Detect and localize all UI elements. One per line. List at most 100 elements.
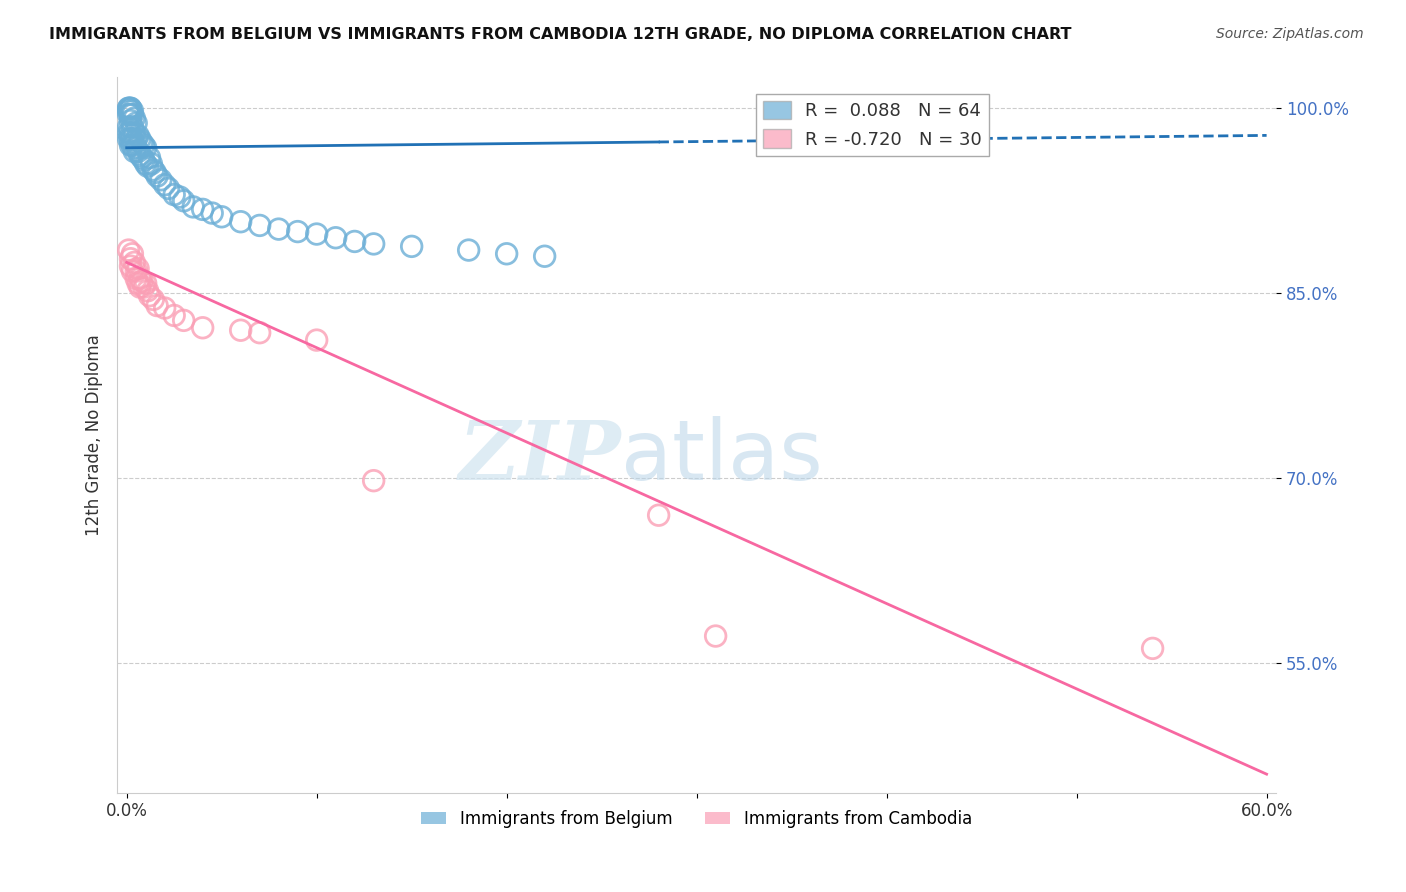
- Point: [211, 210, 233, 224]
- Text: IMMIGRANTS FROM BELGIUM VS IMMIGRANTS FROM CAMBODIA 12TH GRADE, NO DIPLOMA CORRE: IMMIGRANTS FROM BELGIUM VS IMMIGRANTS FR…: [49, 27, 1071, 42]
- Point: [120, 138, 142, 153]
- Point: [127, 128, 149, 143]
- Point: [131, 151, 153, 165]
- Point: [149, 173, 172, 187]
- Point: [120, 132, 142, 146]
- Point: [120, 101, 142, 115]
- Point: [163, 187, 186, 202]
- Point: [129, 132, 152, 146]
- Point: [117, 120, 139, 134]
- Point: [135, 157, 157, 171]
- Point: [287, 225, 309, 239]
- Point: [121, 103, 143, 118]
- Point: [343, 235, 366, 249]
- Point: [125, 132, 148, 146]
- Point: [153, 301, 176, 315]
- Point: [125, 141, 148, 155]
- Text: Source: ZipAtlas.com: Source: ZipAtlas.com: [1216, 27, 1364, 41]
- Point: [124, 111, 146, 125]
- Point: [141, 157, 163, 171]
- Point: [121, 247, 143, 261]
- Point: [142, 293, 165, 307]
- Point: [138, 151, 160, 165]
- Point: [173, 313, 195, 327]
- Point: [117, 126, 139, 140]
- Point: [146, 169, 169, 183]
- Point: [363, 236, 385, 251]
- Point: [127, 277, 149, 291]
- Point: [124, 136, 146, 150]
- Point: [457, 243, 479, 257]
- Point: [181, 200, 204, 214]
- Point: [135, 277, 157, 291]
- Point: [117, 132, 139, 146]
- Point: [117, 103, 139, 118]
- Point: [121, 138, 143, 153]
- Point: [704, 629, 727, 643]
- Point: [129, 280, 152, 294]
- Point: [127, 145, 149, 159]
- Point: [124, 145, 146, 159]
- Point: [495, 247, 517, 261]
- Point: [1142, 641, 1164, 656]
- Point: [121, 132, 143, 146]
- Point: [136, 159, 159, 173]
- Point: [129, 148, 152, 162]
- Point: [132, 138, 155, 153]
- Point: [131, 136, 153, 150]
- Text: ZIP: ZIP: [458, 417, 621, 497]
- Point: [143, 165, 166, 179]
- Point: [363, 474, 385, 488]
- Point: [124, 126, 146, 140]
- Point: [229, 215, 252, 229]
- Point: [157, 181, 180, 195]
- Point: [125, 271, 148, 285]
- Legend: Immigrants from Belgium, Immigrants from Cambodia: Immigrants from Belgium, Immigrants from…: [415, 803, 979, 834]
- Point: [121, 120, 143, 134]
- Point: [132, 153, 155, 167]
- Point: [267, 222, 290, 236]
- Point: [120, 107, 142, 121]
- Point: [142, 162, 165, 177]
- Point: [120, 126, 142, 140]
- Point: [169, 190, 191, 204]
- Point: [120, 259, 142, 273]
- Point: [163, 309, 186, 323]
- Y-axis label: 12th Grade, No Diploma: 12th Grade, No Diploma: [86, 334, 103, 536]
- Point: [249, 219, 271, 233]
- Point: [120, 252, 142, 266]
- Point: [121, 264, 143, 278]
- Point: [647, 508, 669, 523]
- Point: [124, 255, 146, 269]
- Point: [138, 289, 160, 303]
- Point: [117, 101, 139, 115]
- Point: [117, 101, 139, 115]
- Point: [129, 271, 152, 285]
- Point: [305, 227, 328, 241]
- Point: [135, 141, 157, 155]
- Point: [325, 231, 347, 245]
- Point: [191, 202, 214, 217]
- Point: [125, 264, 148, 278]
- Point: [191, 320, 214, 334]
- Point: [121, 107, 143, 121]
- Point: [146, 299, 169, 313]
- Text: atlas: atlas: [621, 416, 823, 497]
- Point: [249, 326, 271, 340]
- Point: [132, 280, 155, 294]
- Point: [229, 323, 252, 337]
- Point: [305, 333, 328, 347]
- Point: [201, 206, 224, 220]
- Point: [120, 101, 142, 115]
- Point: [117, 107, 139, 121]
- Point: [117, 243, 139, 257]
- Point: [533, 249, 555, 263]
- Point: [401, 239, 423, 253]
- Point: [127, 261, 149, 276]
- Point: [120, 113, 142, 128]
- Point: [125, 116, 148, 130]
- Point: [136, 284, 159, 298]
- Point: [153, 178, 176, 192]
- Point: [131, 274, 153, 288]
- Point: [173, 194, 195, 208]
